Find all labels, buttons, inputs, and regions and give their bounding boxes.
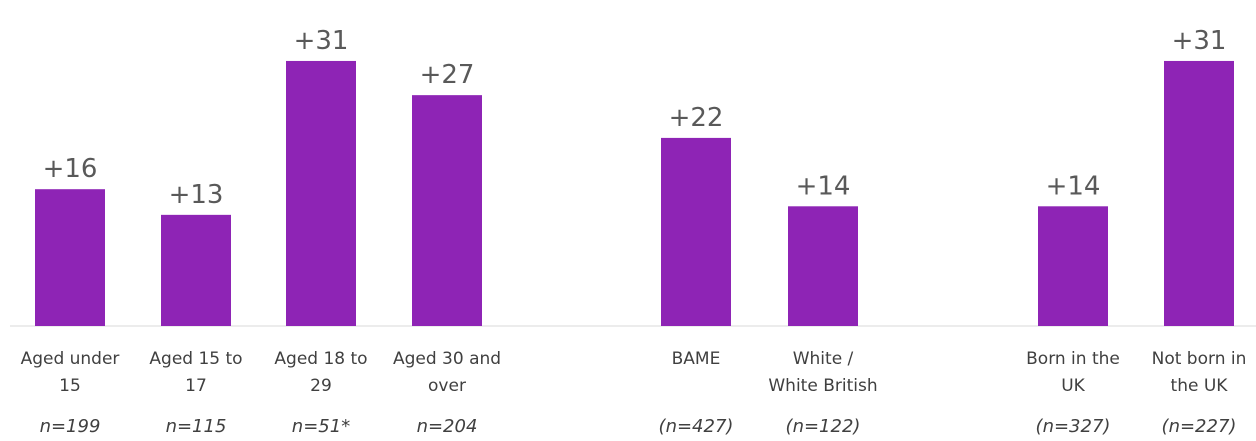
bar-0 <box>35 189 105 326</box>
bar-3 <box>412 95 482 327</box>
sample-size-label-5: (n=122) <box>786 416 861 437</box>
sample-size-label-1: n=115 <box>166 416 227 437</box>
category-label-6-line-0: Born in the <box>1026 349 1120 369</box>
value-label-4: +22 <box>669 103 724 133</box>
sample-size-label-6: (n=327) <box>1036 416 1111 437</box>
category-labels-group: Aged under 15 Aged 15 to 17 Aged 18 to 29 Aged… <box>21 349 1247 396</box>
category-label-3-line-0: Aged 30 and <box>393 349 501 369</box>
bar-7 <box>1164 60 1234 326</box>
category-label-3-line-1: over <box>428 376 466 396</box>
value-label-0: +16 <box>43 154 98 184</box>
category-label-6-line-1: UK <box>1061 376 1085 396</box>
value-label-1: +13 <box>169 180 224 210</box>
bar-2 <box>286 60 356 326</box>
category-label-1-line-0: Aged 15 to <box>149 349 242 369</box>
value-label-3: +27 <box>420 60 475 90</box>
category-label-0-line-1: 15 <box>59 376 81 396</box>
category-label-1-line-1: 17 <box>185 376 207 396</box>
category-label-7-line-0: Not born in <box>1152 349 1247 369</box>
value-label-2: +31 <box>294 26 349 56</box>
bar-5 <box>788 206 858 326</box>
sample-size-label-7: (n=227) <box>1162 416 1237 437</box>
category-label-5-line-0: White / <box>793 349 854 369</box>
bar-1 <box>161 214 231 326</box>
value-labels-group: +16 +13 +31 +27 +22 +14 +14 +31 <box>43 26 1227 210</box>
category-label-7-line-1: the UK <box>1171 376 1229 396</box>
value-label-7: +31 <box>1172 26 1227 56</box>
sample-size-label-3: n=204 <box>417 416 478 437</box>
category-label-0-line-0: Aged under <box>21 349 120 369</box>
bar-4 <box>661 137 731 326</box>
value-label-5: +14 <box>796 171 851 201</box>
sample-size-label-2: n=51* <box>292 416 350 437</box>
category-label-4-line-0: BAME <box>672 349 721 369</box>
category-label-2-line-1: 29 <box>310 376 332 396</box>
sample-size-labels-group: n=199 n=115 n=51* n=204 (n=427) (n=122) (n=327… <box>40 416 1237 437</box>
sample-size-label-0: n=199 <box>40 416 101 437</box>
bar-6 <box>1038 206 1108 326</box>
category-label-2-line-0: Aged 18 to <box>274 349 367 369</box>
value-label-6: +14 <box>1046 171 1101 201</box>
bars-group <box>35 60 1234 327</box>
sample-size-label-4: (n=427) <box>659 416 734 437</box>
category-label-5-line-1: White British <box>768 376 877 396</box>
